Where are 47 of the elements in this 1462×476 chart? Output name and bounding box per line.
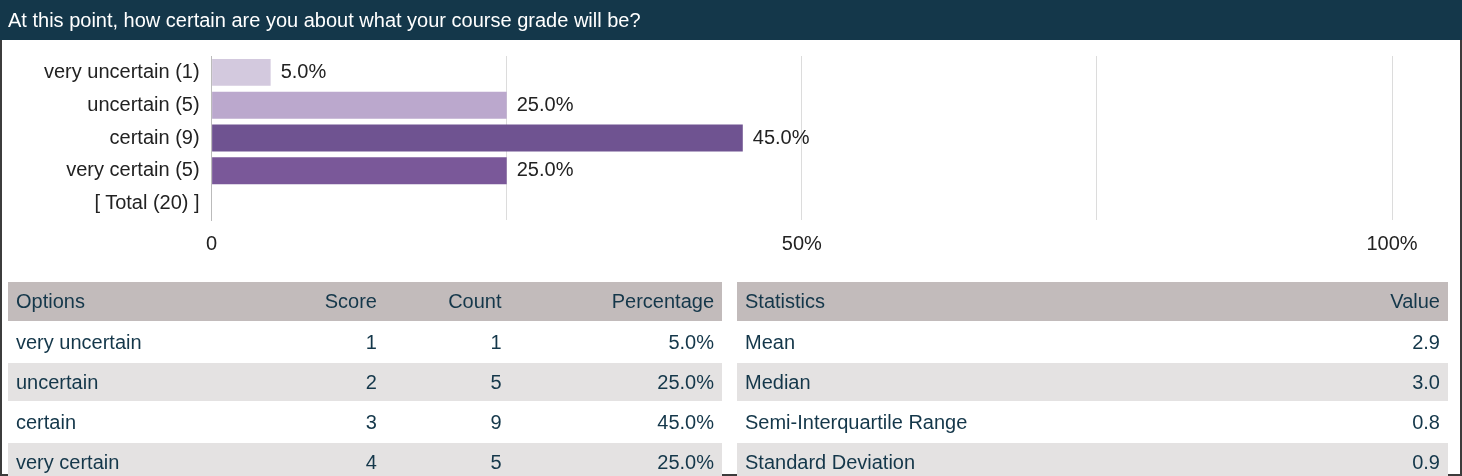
- y-tick-label: certain (9): [109, 125, 200, 148]
- data-label: 25.0%: [516, 158, 574, 181]
- x-tick-label: 50%: [781, 231, 823, 254]
- text: 5: [384, 442, 510, 476]
- text: 1: [384, 322, 510, 362]
- text: very certain: [8, 442, 263, 476]
- text: 25.0%: [509, 362, 722, 402]
- bar: [212, 157, 507, 185]
- text: 3.0: [1294, 362, 1448, 402]
- text: 0.9: [1294, 442, 1448, 476]
- chart-title: At this point, how certain are you about what your course grade will be?: [0, 0, 1462, 40]
- text: 4: [262, 442, 385, 476]
- y-tick-label: very uncertain (1): [43, 59, 200, 82]
- text: 9: [384, 402, 510, 442]
- text: Percentage: [509, 282, 722, 322]
- bar: [212, 91, 507, 119]
- text: certain: [8, 402, 263, 442]
- text: Options: [8, 282, 263, 322]
- data-label: 25.0%: [516, 92, 574, 115]
- x-tick-label: 100%: [1366, 231, 1418, 254]
- text: 2: [262, 362, 385, 402]
- text: 25.0%: [509, 442, 722, 476]
- text: 5.0%: [509, 322, 722, 362]
- y-tick-label: [ Total (20) ]: [94, 191, 200, 214]
- text: Semi-Interquartile Range: [737, 402, 1295, 442]
- text: uncertain: [8, 362, 263, 402]
- text: Standard Deviation: [737, 442, 1295, 476]
- text: Value: [1294, 282, 1448, 322]
- y-tick-label: very certain (5): [66, 158, 200, 181]
- y-tick-label: uncertain (5): [87, 92, 200, 115]
- data-label: 5.0%: [280, 59, 327, 82]
- text: Statistics: [737, 282, 1295, 322]
- x-tick-label: 0: [206, 231, 218, 254]
- text: very uncertain: [8, 322, 263, 362]
- bar: [212, 124, 743, 152]
- text: 5: [384, 362, 510, 402]
- text: 1: [262, 322, 385, 362]
- text: 45.0%: [509, 402, 722, 442]
- data-label: 45.0%: [752, 125, 810, 148]
- text: Score: [262, 282, 385, 322]
- text: 0.8: [1294, 402, 1448, 442]
- text: Median: [737, 362, 1295, 402]
- text: Mean: [737, 322, 1295, 362]
- bar: [212, 58, 271, 86]
- text: 2.9: [1294, 322, 1448, 362]
- text: Count: [384, 282, 510, 322]
- text: 3: [262, 402, 385, 442]
